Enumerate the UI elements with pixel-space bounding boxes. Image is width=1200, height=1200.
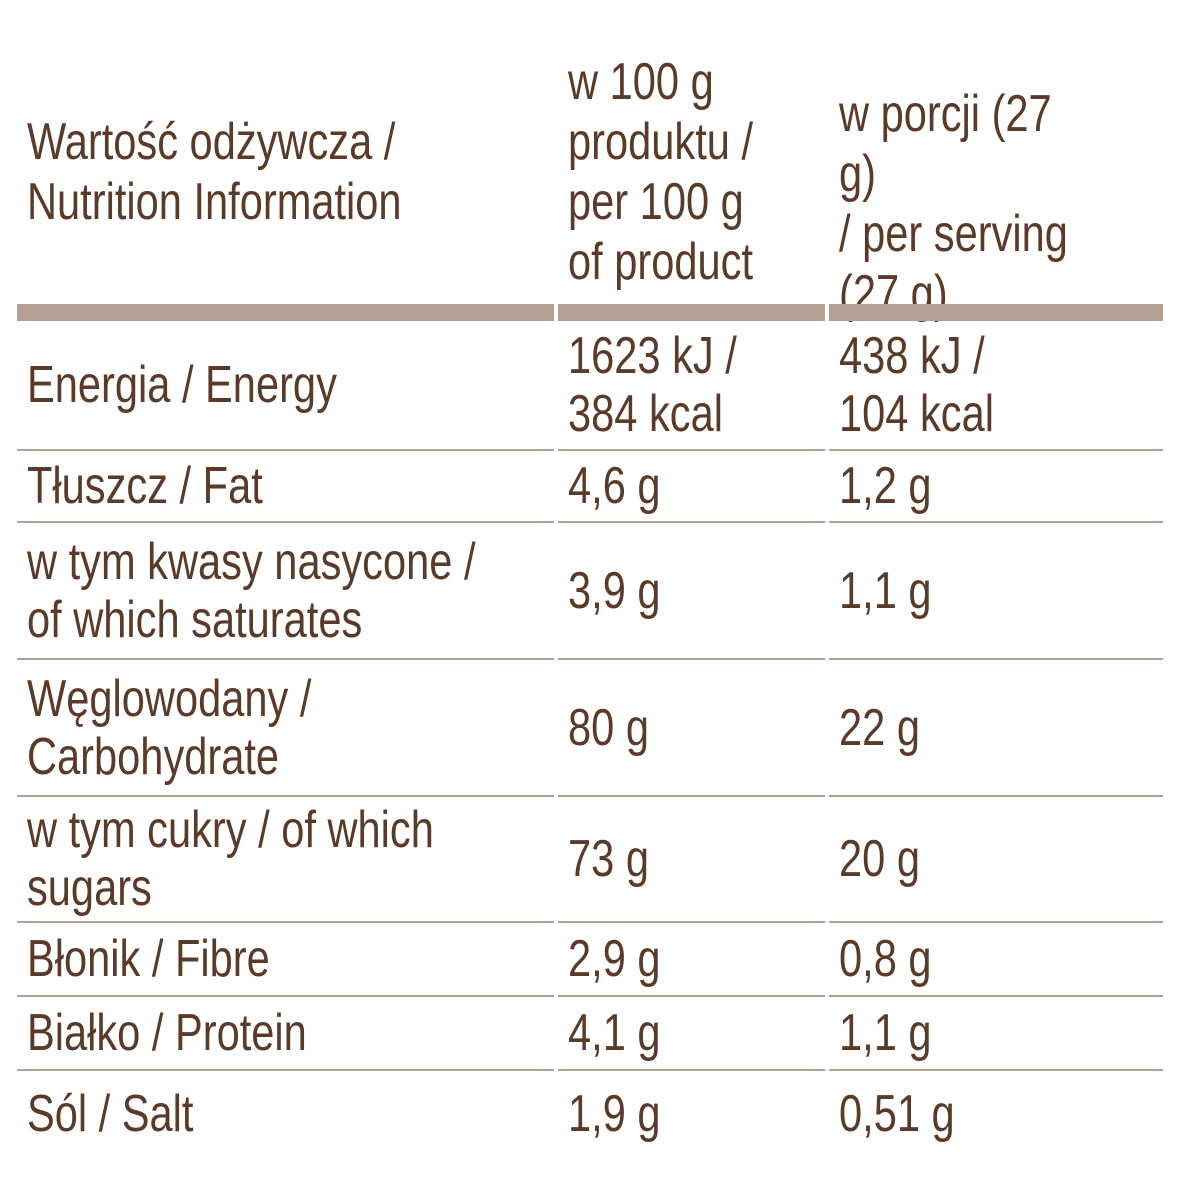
table-row: Białko / Protein 4,1 g 1,1 g bbox=[17, 997, 1163, 1071]
nutrient-label: w tym kwasy nasycone / bbox=[27, 532, 476, 591]
table-row: w tym kwasy nasycone / of which saturates… bbox=[17, 523, 1163, 660]
nutrient-label-cell: w tym kwasy nasycone / of which saturates bbox=[27, 523, 547, 658]
value-per-serving: 438 kJ / bbox=[839, 327, 985, 385]
nutrient-label-cell: Tłuszcz / Fat bbox=[27, 451, 547, 521]
header-nutrition-information: Wartość odżywcza / Nutrition Information bbox=[27, 113, 402, 231]
nutrient-label: of which saturates bbox=[27, 590, 363, 649]
value-per-100g: 384 kcal bbox=[568, 385, 723, 443]
value-per-100g: 1623 kJ / bbox=[568, 327, 737, 385]
nutrient-label-cell: Sól / Salt bbox=[27, 1071, 547, 1156]
table-row: Węglowodany / Carbohydrate 80 g 22 g bbox=[17, 660, 1163, 797]
value-per-serving-cell: 0,8 g bbox=[839, 923, 1159, 995]
nutrient-label-cell: Białko / Protein bbox=[27, 997, 547, 1069]
value-per-serving-cell: 20 g bbox=[839, 797, 1159, 921]
column-separator bbox=[825, 300, 829, 1180]
header-divider bbox=[17, 304, 1163, 321]
table-row: Tłuszcz / Fat 4,6 g 1,2 g bbox=[17, 451, 1163, 523]
value-per-100g: 80 g bbox=[568, 698, 649, 757]
table-row: w tym cukry / of which sugars 73 g 20 g bbox=[17, 797, 1163, 923]
value-per-serving-cell: 1,2 g bbox=[839, 451, 1159, 521]
value-per-serving-cell: 0,51 g bbox=[839, 1071, 1159, 1156]
value-per-100g: 4,1 g bbox=[568, 1004, 661, 1062]
nutrient-label-cell: Błonik / Fibre bbox=[27, 923, 547, 995]
table-row: Sól / Salt 1,9 g 0,51 g bbox=[17, 1071, 1163, 1156]
value-per-100g: 1,9 g bbox=[568, 1084, 661, 1143]
value-per-100g: 4,6 g bbox=[568, 457, 661, 515]
nutrient-label-cell: Energia / Energy bbox=[27, 321, 547, 449]
value-per-serving-cell: 22 g bbox=[839, 660, 1159, 795]
value-per-serving: 0,8 g bbox=[839, 930, 932, 988]
nutrient-label: Błonik / Fibre bbox=[27, 930, 270, 988]
table-header: Wartość odżywcza / Nutrition Information… bbox=[17, 0, 1163, 323]
nutrient-label: sugars bbox=[27, 859, 152, 917]
value-per-serving: 1,1 g bbox=[839, 1004, 932, 1062]
value-per-serving-cell: 1,1 g bbox=[839, 997, 1159, 1069]
value-per-serving: 22 g bbox=[839, 698, 920, 757]
nutrient-label: Białko / Protein bbox=[27, 1004, 307, 1062]
value-per-100g: 3,9 g bbox=[568, 561, 661, 620]
value-per-serving: 104 kcal bbox=[839, 385, 994, 443]
nutrient-label: Sól / Salt bbox=[27, 1084, 194, 1143]
value-per-100g-cell: 4,6 g bbox=[568, 451, 828, 521]
value-per-serving: 0,51 g bbox=[839, 1084, 955, 1143]
value-per-100g-cell: 73 g bbox=[568, 797, 828, 921]
value-per-100g-cell: 2,9 g bbox=[568, 923, 828, 995]
value-per-100g-cell: 4,1 g bbox=[568, 997, 828, 1069]
value-per-100g-cell: 1623 kJ /384 kcal bbox=[568, 321, 828, 449]
header-per-100g: w 100 g produktu / per 100 g of product bbox=[568, 53, 754, 291]
table-row: Błonik / Fibre 2,9 g 0,8 g bbox=[17, 923, 1163, 997]
nutrient-label-cell: w tym cukry / of which sugars bbox=[27, 797, 547, 921]
value-per-serving: 1,1 g bbox=[839, 561, 932, 620]
value-per-serving-cell: 438 kJ /104 kcal bbox=[839, 321, 1159, 449]
nutrient-label: w tym cukry / of which bbox=[27, 801, 434, 859]
value-per-serving-cell: 1,1 g bbox=[839, 523, 1159, 658]
nutrient-label: Tłuszcz / Fat bbox=[27, 457, 263, 515]
header-per-serving: w porcji (27 g) / per serving (27 g) bbox=[839, 85, 1068, 323]
table-row: Energia / Energy 1623 kJ /384 kcal 438 kJ … bbox=[17, 321, 1163, 451]
value-per-100g-cell: 1,9 g bbox=[568, 1071, 828, 1156]
value-per-100g: 73 g bbox=[568, 830, 649, 888]
nutrient-label: Energia / Energy bbox=[27, 356, 337, 414]
value-per-100g-cell: 80 g bbox=[568, 660, 828, 795]
value-per-100g: 2,9 g bbox=[568, 930, 661, 988]
value-per-100g-cell: 3,9 g bbox=[568, 523, 828, 658]
column-separator bbox=[554, 300, 558, 1180]
nutrient-label: Carbohydrate bbox=[27, 727, 280, 786]
nutrient-label-cell: Węglowodany / Carbohydrate bbox=[27, 660, 547, 795]
value-per-serving: 1,2 g bbox=[839, 457, 932, 515]
nutrition-table: Wartość odżywcza / Nutrition Information… bbox=[17, 0, 1163, 1200]
value-per-serving: 20 g bbox=[839, 830, 920, 888]
nutrient-label: Węglowodany / bbox=[27, 669, 312, 728]
